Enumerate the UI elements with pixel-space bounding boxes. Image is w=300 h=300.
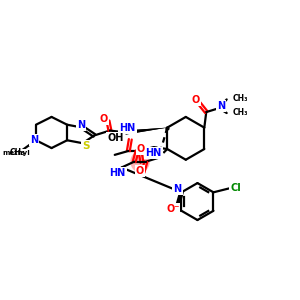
Text: HN: HN: [110, 168, 126, 178]
Text: O: O: [136, 167, 144, 176]
Text: Cl: Cl: [230, 183, 241, 194]
Text: O: O: [191, 95, 200, 105]
Text: N: N: [77, 120, 85, 130]
Text: O: O: [137, 144, 145, 154]
Text: methyl: methyl: [3, 150, 30, 156]
Text: CH₃: CH₃: [232, 108, 248, 117]
Text: O: O: [100, 114, 108, 124]
Polygon shape: [125, 128, 167, 134]
Text: S: S: [82, 141, 89, 151]
Text: HN: HN: [119, 123, 136, 133]
Text: CH₃: CH₃: [232, 94, 248, 103]
Text: O⁻: O⁻: [166, 204, 179, 214]
Polygon shape: [125, 128, 167, 135]
Text: OH: OH: [108, 133, 124, 143]
Text: HN: HN: [146, 148, 162, 158]
Ellipse shape: [130, 151, 150, 172]
Text: CH₃: CH₃: [10, 148, 25, 158]
Text: N: N: [217, 101, 225, 111]
Text: N: N: [173, 184, 181, 194]
Text: N: N: [30, 135, 38, 145]
